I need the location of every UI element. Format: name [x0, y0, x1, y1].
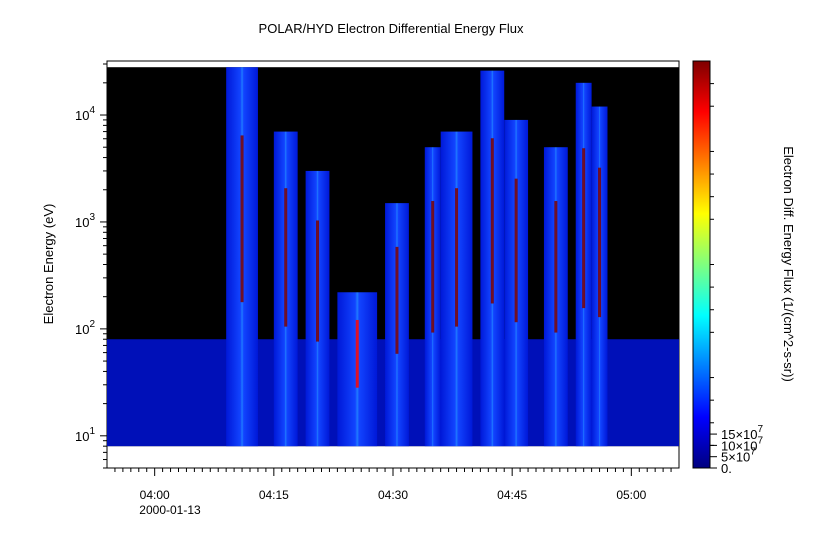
y-tick-label-1: 101: [75, 426, 95, 444]
burst-peak-5: [395, 246, 399, 354]
burst-peak-9: [514, 178, 518, 323]
cb-tick-label-3: 10×107: [721, 435, 764, 453]
burst-peak-1: [240, 135, 244, 303]
cb-tick-label-1: 0.: [721, 461, 732, 476]
spectrogram-image: [107, 67, 679, 447]
x-tick-label-4: 04:45: [497, 488, 527, 502]
chart-title: POLAR/HYD Electron Differential Energy F…: [259, 21, 524, 36]
colorbar: [692, 60, 711, 469]
y-tick-label-2: 102: [75, 319, 95, 337]
cb-tick-label-2: 5×107: [721, 447, 756, 465]
y-axis-label: Electron Energy (eV): [41, 204, 56, 325]
x-tick-label-3: 04:30: [378, 488, 408, 502]
y-tick-label-3: 103: [75, 212, 95, 230]
burst-peak-10: [554, 201, 558, 333]
burst-peak-6: [431, 201, 435, 333]
date-label: 2000-01-13: [139, 503, 201, 517]
burst-peak-8: [490, 138, 494, 304]
burst-peak-2: [284, 188, 288, 327]
x-tick-label-5: 05:00: [616, 488, 646, 502]
cb-tick-label-4: 15×107: [721, 424, 764, 442]
burst-peak-4: [355, 319, 359, 388]
burst-peak-7: [455, 188, 459, 327]
x-tick-label-2: 04:15: [259, 488, 289, 502]
x-tick-label-1: 04:00: [140, 488, 170, 502]
y-tick-label-4: 104: [75, 105, 95, 123]
y-axis: 101 102 103 104: [75, 63, 107, 469]
burst-peak-3: [316, 220, 320, 342]
x-axis: 04:00 04:15 04:30 04:45 05:00: [114, 468, 672, 502]
burst-peak-12: [598, 167, 602, 318]
colorbar-label: Electron Diff. Energy Flux (1/(cm^2-s-sr…: [781, 146, 796, 382]
burst-peak-11: [582, 148, 586, 309]
